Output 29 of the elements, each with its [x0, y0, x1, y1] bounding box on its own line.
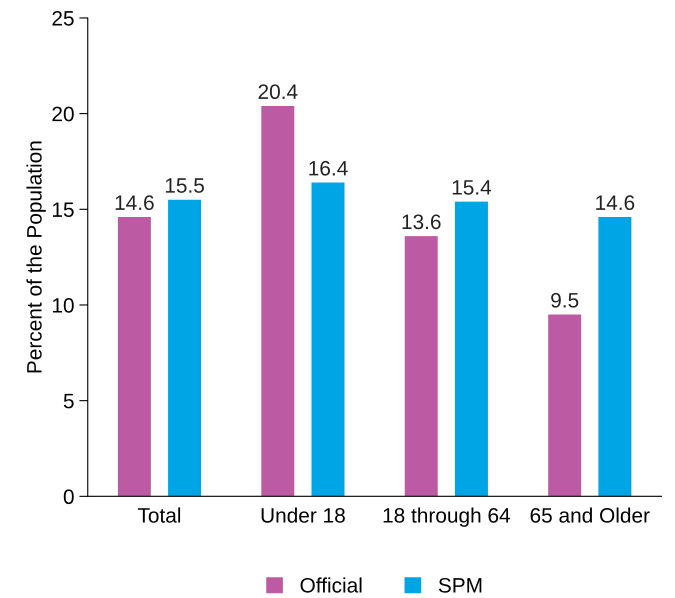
bar: [598, 216, 632, 496]
y-axis-title: Percent of the Population: [26, 142, 46, 372]
data-label: 20.4: [258, 84, 298, 100]
bar: [312, 182, 345, 496]
x-tick-label: 18 through 64: [384, 507, 510, 527]
y-tick-label: 25: [52, 10, 74, 26]
legend-label: Official: [300, 577, 362, 593]
data-label: 15.5: [166, 178, 204, 193]
bar: [454, 202, 488, 496]
data-label: 14.6: [116, 195, 154, 210]
bar: [118, 216, 151, 496]
data-label: 14.6: [596, 195, 634, 210]
bar: [404, 236, 438, 496]
bar: [261, 106, 294, 496]
x-tick-label: Total: [138, 507, 180, 523]
y-tick-label: 20: [52, 106, 74, 122]
bar: [168, 200, 202, 496]
x-tick-label: Under 18: [262, 507, 345, 523]
legend-label: SPM: [438, 578, 482, 593]
x-tick-label: 65 and Older: [530, 507, 650, 523]
data-label: 15.4: [452, 180, 492, 195]
data-label: 13.6: [402, 214, 441, 230]
y-tick-label: 5: [64, 394, 74, 408]
y-tick-label: 10: [52, 298, 74, 313]
y-tick-label: 15: [52, 202, 74, 218]
y-tick-label: 0: [64, 489, 74, 504]
data-label: 9.5: [551, 292, 578, 308]
data-label: 16.4: [309, 160, 348, 176]
bar: [548, 314, 582, 496]
